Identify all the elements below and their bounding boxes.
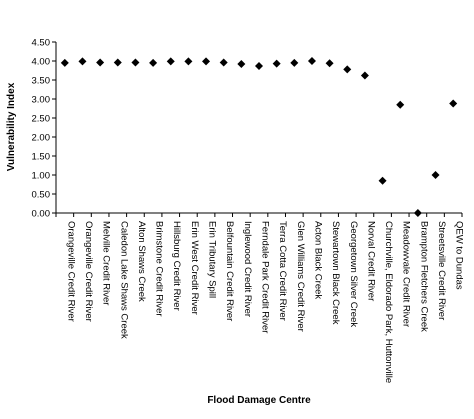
data-point xyxy=(96,58,105,67)
data-points xyxy=(60,57,458,217)
x-axis-tick-labels: Orangeville Credit River Orangeville Cred… xyxy=(55,213,465,383)
data-point xyxy=(325,59,334,68)
data-point xyxy=(290,58,299,67)
x-tick-label: Streetsville Credit River xyxy=(436,221,447,320)
x-tick-label: Belfountain Credit River xyxy=(224,221,235,321)
data-point xyxy=(343,65,352,74)
y-tick-label: 3.50 xyxy=(32,76,51,87)
x-tick-label: Caledon Lake Shaws Creek xyxy=(118,221,129,339)
y-tick-label: 2.00 xyxy=(32,133,51,144)
x-tick-label: QEW to Dundas xyxy=(454,221,465,290)
x-tick-label: Orangeville Credit River xyxy=(83,221,94,322)
y-tick-label: 0.50 xyxy=(32,190,51,201)
y-tick-label: 1.00 xyxy=(32,171,51,182)
data-point xyxy=(219,58,228,67)
data-point xyxy=(307,57,316,65)
x-tick-label: Brampton Fletchers Creek xyxy=(418,221,429,332)
data-point xyxy=(431,171,440,179)
data-point xyxy=(131,58,140,67)
data-point xyxy=(360,71,369,80)
y-tick-label: 4.50 xyxy=(32,38,51,49)
x-tick-label: Georgetown Silver Creek xyxy=(348,221,359,327)
x-tick-label: Erin West Credit River xyxy=(189,221,200,315)
x-tick-label: Brimstone Credit River xyxy=(154,221,165,317)
data-point xyxy=(255,61,263,70)
y-axis-title: Vulnerability Index xyxy=(6,82,17,171)
x-tick-label: Terra Cotta Credit River xyxy=(277,221,288,321)
x-tick-label: Norval Credit River xyxy=(365,221,376,301)
data-point xyxy=(166,57,175,66)
x-tick-label: Meadowvale Credit River xyxy=(401,221,412,327)
y-axis-ticks: 0.00 0.50 1.00 1.50 2.00 2.50 3.00 3.50 4.00 4.50 xyxy=(32,38,56,220)
data-point xyxy=(184,57,193,66)
data-point xyxy=(378,176,387,185)
x-tick-label: Alton Shaws Creek xyxy=(136,221,147,302)
data-point xyxy=(202,57,211,66)
data-point xyxy=(413,209,422,217)
y-tick-label: 4.00 xyxy=(32,57,51,68)
x-tick-label: Acton Black Creek xyxy=(312,221,323,299)
x-tick-label: Ferndale Park Credit River xyxy=(260,221,271,333)
y-tick-label: 3.00 xyxy=(32,95,51,106)
y-tick-label: 2.50 xyxy=(32,114,51,125)
x-tick-label: Churchville, Eldorado Park, Huttonville xyxy=(383,221,394,383)
x-axis-title: Flood Damage Centre xyxy=(207,395,311,406)
data-point xyxy=(78,57,87,66)
data-point xyxy=(449,99,458,108)
data-point xyxy=(149,58,158,67)
data-point xyxy=(272,59,281,68)
data-point xyxy=(60,58,69,67)
x-tick-label: Glen Williams Credit River xyxy=(295,221,306,332)
data-point xyxy=(113,58,122,67)
x-tick-label: Hillsburg Credit River xyxy=(171,221,182,311)
data-point xyxy=(237,60,246,69)
data-point xyxy=(396,100,405,109)
x-tick-label: Inglewood Credit River xyxy=(242,221,253,317)
x-tick-label: Melville Credit River xyxy=(101,221,112,305)
y-tick-label: 0.00 xyxy=(32,209,51,220)
x-tick-label: Stewartown Black Creek xyxy=(330,221,341,325)
y-tick-label: 1.50 xyxy=(32,152,51,163)
x-tick-label: Erin Tributary Spill xyxy=(207,221,218,298)
x-tick-label: Orangeville Credit River xyxy=(65,221,76,322)
